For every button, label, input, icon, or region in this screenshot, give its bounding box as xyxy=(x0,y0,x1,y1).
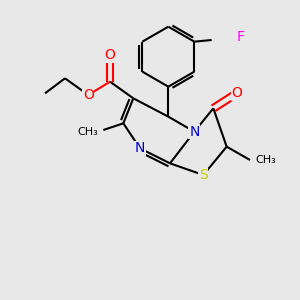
Text: O: O xyxy=(83,88,94,102)
Text: F: F xyxy=(237,30,245,44)
Text: N: N xyxy=(135,141,145,155)
Text: CH₃: CH₃ xyxy=(255,155,276,165)
Text: S: S xyxy=(199,168,208,182)
Text: CH₃: CH₃ xyxy=(78,127,98,137)
Text: O: O xyxy=(231,86,242,100)
Text: N: N xyxy=(189,125,200,139)
Text: O: O xyxy=(105,48,116,62)
